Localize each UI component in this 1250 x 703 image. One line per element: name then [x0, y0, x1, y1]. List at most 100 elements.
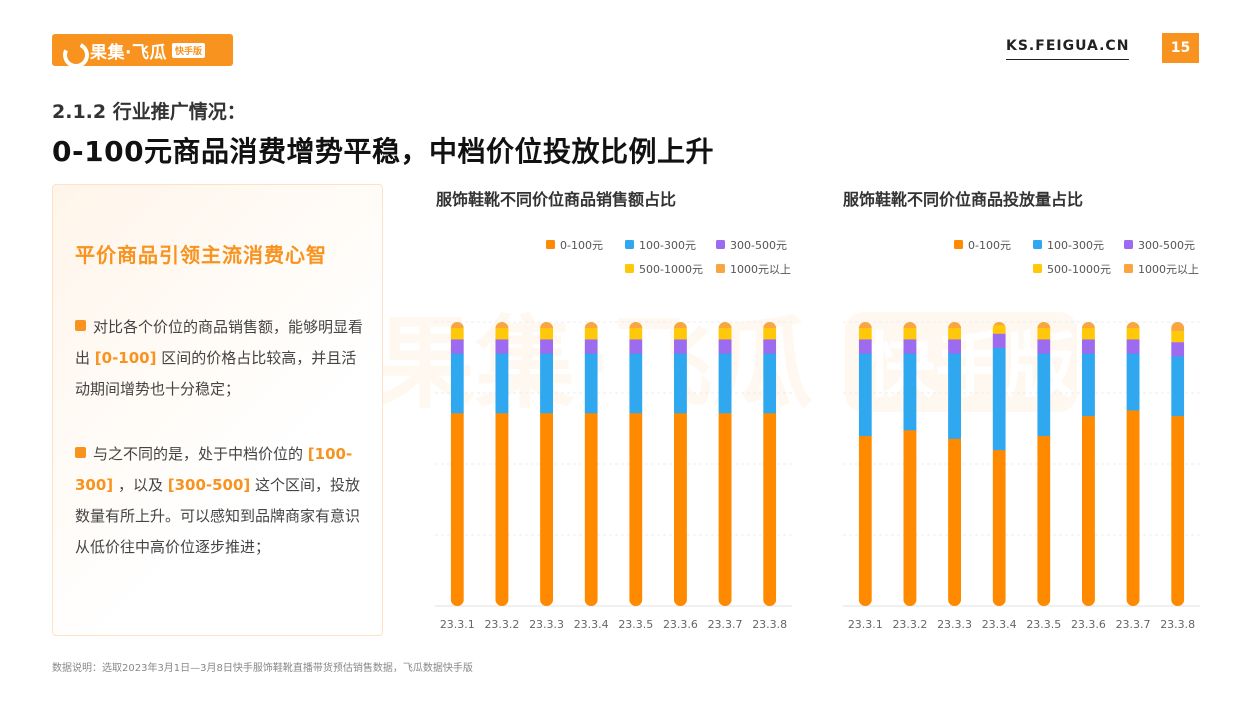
bar-segment	[858, 327, 872, 340]
bar-segment	[763, 353, 777, 414]
bar-segment	[629, 327, 643, 340]
bar-segment	[948, 353, 962, 439]
bar-segment	[450, 327, 464, 340]
insight-panel: 平价商品引领主流消费心智 对比各个价位的商品销售额，能够明显看出 [0-100]…	[52, 184, 383, 636]
bar-segment	[673, 322, 687, 329]
bar-segment	[948, 339, 962, 354]
bar-segment	[1081, 339, 1095, 354]
bar-segment	[718, 353, 732, 414]
legend-item: 500-1000元	[625, 263, 703, 276]
x-tick-label: 23.3.4	[982, 618, 1017, 631]
x-tick-label: 23.3.6	[663, 618, 698, 631]
bar-segment	[1037, 339, 1051, 354]
legend-item: 300-500元	[716, 239, 787, 252]
bar-segment	[673, 353, 687, 414]
legend-swatch	[1124, 240, 1133, 249]
p1-highlight: [0-100]	[94, 349, 157, 367]
bar-segment	[584, 339, 598, 354]
x-tick-label: 23.3.4	[574, 618, 609, 631]
bar-stack	[1126, 322, 1140, 606]
legend-swatch	[954, 240, 963, 249]
site-url[interactable]: KS.FEIGUA.CN	[1006, 38, 1130, 60]
bar-segment	[673, 412, 687, 606]
legend-item: 0-100元	[954, 239, 1011, 252]
bar-segment	[584, 353, 598, 414]
x-tick-label: 23.3.2	[892, 618, 927, 631]
bar-segment	[1081, 415, 1095, 606]
legend-label: 0-100元	[560, 239, 603, 252]
bar-segment	[540, 339, 554, 354]
bar-segment	[584, 327, 598, 340]
brand-logo: 果集·飞瓜 快手版	[52, 34, 233, 66]
bar-segment	[992, 347, 1006, 451]
footnote: 数据说明：选取2023年3月1日—3月8日快手服饰鞋靴直播带货预估销售数据，飞瓜…	[52, 663, 473, 674]
x-tick-label: 23.3.2	[484, 618, 519, 631]
p1-text-b: 区间的价格占比较高，并且活动期间增势也十分稳定；	[75, 349, 357, 398]
bar-segment	[629, 353, 643, 414]
bar-segment	[992, 333, 1006, 348]
bar-segment	[763, 412, 777, 606]
insight-paragraph-1: 对比各个价位的商品销售额，能够明显看出 [0-100] 区间的价格占比较高，并且…	[75, 312, 365, 405]
bar-segment	[495, 353, 509, 414]
bar-segment	[992, 324, 1006, 334]
legend-item: 1000元以上	[716, 263, 791, 276]
bar-segment	[673, 327, 687, 340]
bar-segment	[903, 429, 917, 606]
bar-segment	[1171, 330, 1185, 343]
panel-title: 平价商品引领主流消费心智	[75, 243, 327, 267]
legend-item: 1000元以上	[1124, 263, 1199, 276]
bar-stack	[540, 322, 554, 606]
legend-label: 1000元以上	[730, 263, 791, 276]
x-tick-label: 23.3.3	[937, 618, 972, 631]
p2-text-c: 这个区间，投放数量有所上升。可以感知到品牌商家有意识从低价往中高价位逐步推进；	[75, 476, 361, 556]
bar-segment	[1126, 410, 1140, 606]
logo-text: 果集·飞瓜	[90, 42, 167, 63]
bar-segment	[450, 353, 464, 414]
bar-segment	[858, 339, 872, 354]
legend-swatch	[625, 264, 634, 273]
legend-label: 300-500元	[1138, 239, 1195, 252]
bar-segment	[1126, 322, 1140, 329]
bar-segment	[948, 438, 962, 606]
bar-segment	[718, 412, 732, 606]
bar-stack	[1037, 322, 1051, 606]
logo-mark-icon	[62, 42, 84, 58]
bar-segment	[450, 322, 464, 329]
page-title: 0-100元商品消费增势平稳，中档价位投放比例上升	[52, 135, 715, 168]
bar-segment	[1126, 339, 1140, 354]
bar-segment	[540, 353, 554, 414]
bullet-icon	[75, 320, 86, 331]
bar-segment	[903, 322, 917, 329]
bar-stack	[1171, 322, 1185, 606]
bar-segment	[992, 449, 1006, 606]
bar-segment	[1037, 435, 1051, 606]
bar-stack	[858, 322, 872, 606]
x-tick-label: 23.3.3	[529, 618, 564, 631]
legend-swatch	[1033, 264, 1042, 273]
bar-segment	[495, 412, 509, 606]
section-title: 2.1.2 行业推广情况：	[52, 101, 246, 123]
p2-text-b: ，以及	[113, 476, 168, 494]
bar-segment	[495, 322, 509, 329]
bar-segment	[992, 322, 1006, 326]
bar-segment	[763, 327, 777, 340]
bar-segment	[718, 339, 732, 354]
legend-label: 500-1000元	[639, 263, 703, 276]
bar-segment	[718, 327, 732, 340]
bar-segment	[584, 412, 598, 606]
bar-segment	[1126, 327, 1140, 340]
p1-text-a: 对比各个价位的商品销售额，能够明显看出	[75, 318, 364, 367]
x-tick-label: 23.3.8	[1160, 618, 1195, 631]
bar-segment	[540, 412, 554, 606]
legend-item: 100-300元	[1033, 239, 1104, 252]
bar-segment	[1171, 356, 1185, 417]
page-number: 15	[1162, 33, 1199, 63]
chart-title-placement: 服饰鞋靴不同价位商品投放量占比	[843, 190, 1084, 209]
bar-segment	[1171, 415, 1185, 606]
bar-segment	[1081, 327, 1095, 340]
legend-swatch	[1124, 264, 1133, 273]
bar-segment	[629, 412, 643, 606]
bar-segment	[948, 327, 962, 340]
x-tick-label: 23.3.7	[708, 618, 743, 631]
legend-item: 100-300元	[625, 239, 696, 252]
